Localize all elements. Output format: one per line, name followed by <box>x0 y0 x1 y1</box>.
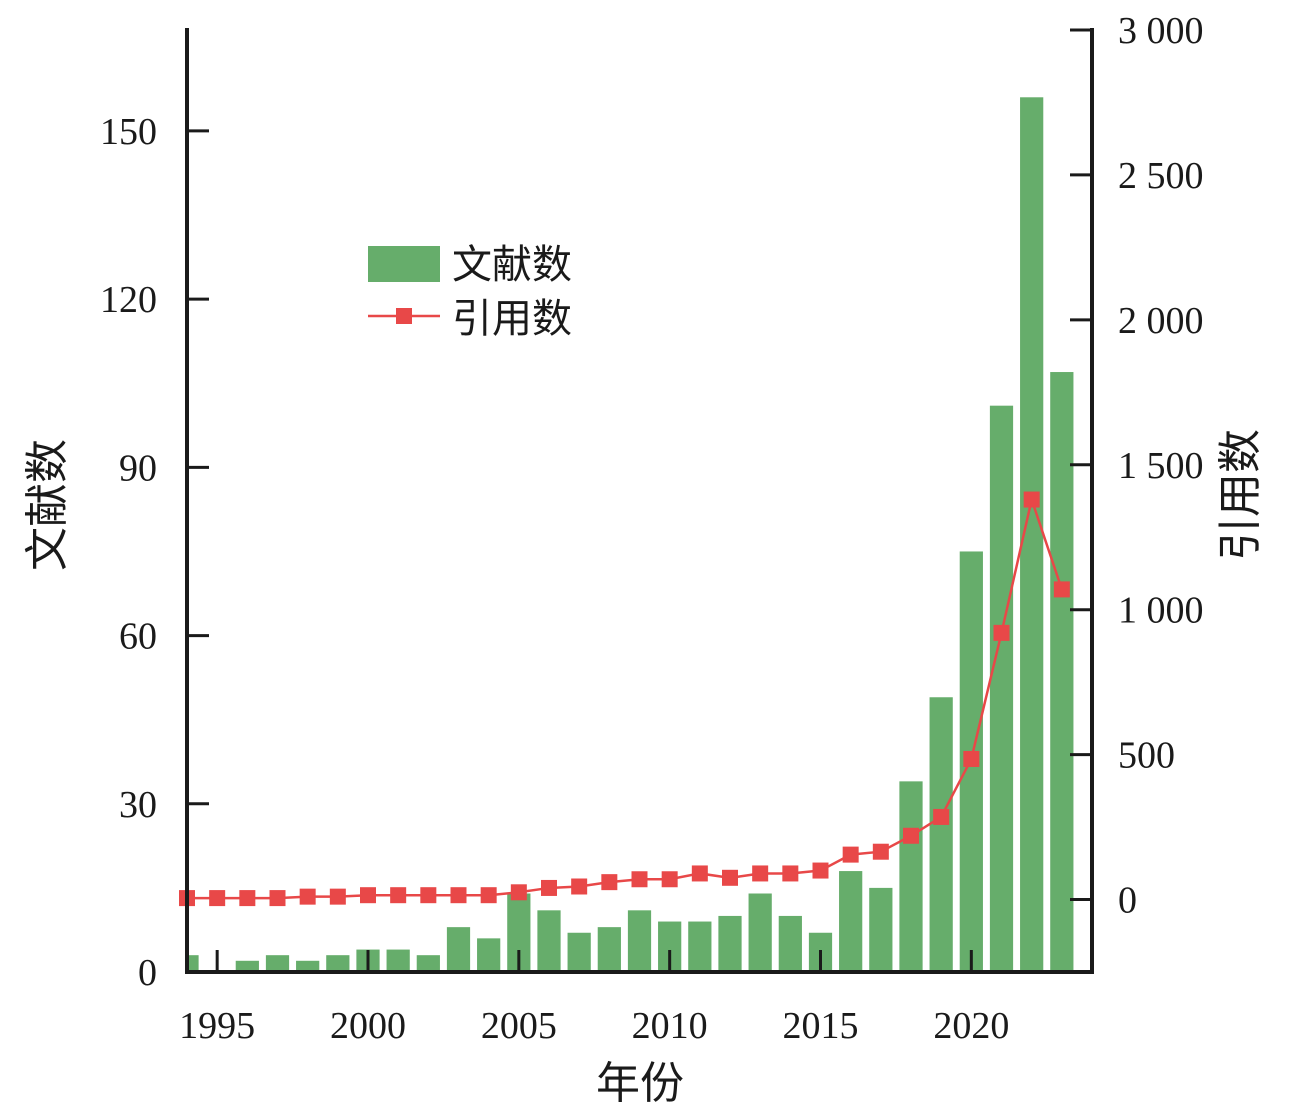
bar-1999 <box>326 955 350 972</box>
bar-2012 <box>718 915 742 972</box>
right-tick-label: 1 500 <box>1118 445 1204 487</box>
bar-2010 <box>658 921 682 972</box>
citation-marker-2009 <box>631 871 648 888</box>
line-series-citations <box>179 491 1070 907</box>
bar-2007 <box>567 932 591 972</box>
citation-marker-2001 <box>390 887 407 904</box>
citation-marker-2010 <box>661 871 678 888</box>
citation-marker-2020 <box>963 750 980 767</box>
right-tick-label: 2 500 <box>1118 155 1204 197</box>
bar-2013 <box>748 893 772 972</box>
bar-series-literature <box>187 97 1074 973</box>
bar-2008 <box>597 927 621 972</box>
citation-marker-1996 <box>239 890 256 907</box>
legend-swatch-literature <box>368 246 440 282</box>
x-axis-title: 年份 <box>596 1059 684 1108</box>
citation-marker-2023 <box>1053 581 1070 598</box>
citation-marker-2003 <box>450 887 467 904</box>
bar-2006 <box>537 910 561 972</box>
citation-marker-2004 <box>480 887 497 904</box>
left-tick-label: 30 <box>119 784 157 826</box>
bar-1994 <box>187 955 199 972</box>
bar-2003 <box>446 927 471 972</box>
legend-label-citations: 引用数 <box>452 296 572 341</box>
citation-marker-2016 <box>842 846 859 863</box>
left-tick-label: 90 <box>119 447 157 489</box>
bar-2022 <box>1020 97 1044 973</box>
citation-marker-1997 <box>269 890 286 907</box>
citation-marker-2014 <box>782 865 799 882</box>
right-tick-label: 2 000 <box>1118 300 1204 342</box>
bar-2002 <box>416 955 440 972</box>
citation-marker-2017 <box>872 843 889 860</box>
bar-2016 <box>839 871 863 972</box>
x-tick-label: 2005 <box>481 1005 557 1047</box>
citation-marker-2006 <box>541 879 557 896</box>
right-tick-label: 3 000 <box>1118 10 1204 52</box>
right-tick-label: 0 <box>1118 880 1137 922</box>
x-tick-label: 1995 <box>179 1005 255 1047</box>
ticks: 0 30 60 90 120 150 0 500 1 000 1 500 2 000 2 500 3 0… <box>100 10 1204 1047</box>
left-tick-label: 0 <box>138 952 157 994</box>
citation-marker-1995 <box>209 890 226 907</box>
citation-marker-2000 <box>360 887 376 904</box>
citation-marker-2007 <box>571 878 588 895</box>
bar-2011 <box>688 921 712 972</box>
citation-marker-2012 <box>722 869 738 886</box>
bar-2023 <box>1050 372 1074 972</box>
citation-marker-2019 <box>933 808 950 825</box>
x-tick-label: 2015 <box>783 1005 859 1047</box>
citation-marker-2005 <box>510 884 527 901</box>
right-tick-label: 1 000 <box>1118 590 1204 632</box>
citation-marker-1998 <box>299 888 316 905</box>
x-tick-label: 2010 <box>632 1005 708 1047</box>
bar-2009 <box>627 910 652 972</box>
bar-2018 <box>899 781 923 972</box>
bar-1996 <box>235 960 259 972</box>
citation-marker-2002 <box>420 887 437 904</box>
x-tick-label: 2000 <box>330 1005 406 1047</box>
right-axis-title: 引用数 <box>1216 429 1265 561</box>
left-tick-label: 150 <box>100 111 157 153</box>
axes <box>185 28 1094 974</box>
citation-marker-2013 <box>752 865 769 882</box>
left-axis-title: 文献数 <box>23 439 72 571</box>
right-tick-label: 500 <box>1118 735 1175 777</box>
citation-marker-1999 <box>329 888 346 905</box>
bar-1998 <box>296 960 320 972</box>
bar-2014 <box>778 915 802 972</box>
left-tick-label: 60 <box>119 616 157 658</box>
left-tick-label: 120 <box>100 279 157 321</box>
citation-marker-2008 <box>601 874 618 891</box>
bar-2017 <box>869 887 893 972</box>
bar-2019 <box>929 697 953 972</box>
legend-swatch-citations-marker <box>396 308 412 324</box>
x-tick-label: 2020 <box>933 1005 1009 1047</box>
citation-marker-2018 <box>903 827 919 844</box>
citation-marker-2022 <box>1023 491 1040 508</box>
citation-marker-2015 <box>812 862 829 879</box>
bar-2021 <box>989 405 1014 972</box>
legend-label-literature: 文献数 <box>452 242 572 287</box>
bar-2005 <box>507 893 531 972</box>
citation-marker-2011 <box>691 865 708 882</box>
bar-1997 <box>265 955 290 972</box>
bar-2001 <box>386 949 410 972</box>
citation-marker-2021 <box>993 624 1010 641</box>
bar-2004 <box>477 938 501 972</box>
